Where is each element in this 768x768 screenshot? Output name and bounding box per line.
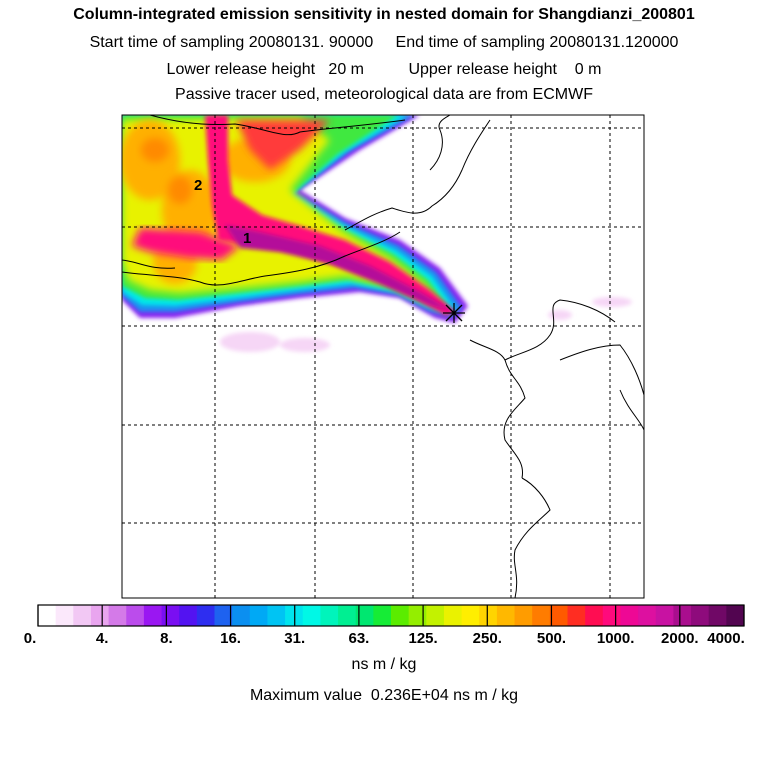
cluster-label-2: 2 bbox=[194, 177, 203, 194]
lower-release-height: Lower release height 20 m bbox=[166, 61, 364, 78]
colorbar-swatch bbox=[461, 605, 480, 626]
colorbar-tick-label: 250. bbox=[472, 630, 502, 647]
colorbar-swatch bbox=[38, 605, 57, 626]
colorbar-swatch bbox=[391, 605, 410, 626]
colorbar-swatch bbox=[638, 605, 657, 626]
colorbar-swatch bbox=[179, 605, 198, 626]
colorbar-tick-label: 63. bbox=[348, 630, 370, 647]
colorbar-swatch bbox=[108, 605, 127, 626]
colorbar-swatch bbox=[143, 605, 163, 626]
colorbar-tick-label: 2000. bbox=[661, 630, 699, 647]
colorbar-swatch bbox=[320, 605, 339, 626]
colorbar-tick-label: 4000. bbox=[707, 630, 745, 647]
colorbar-swatch bbox=[126, 605, 145, 626]
colorbar-swatch bbox=[567, 605, 586, 626]
colorbar-swatch bbox=[214, 605, 233, 626]
star-marker bbox=[443, 303, 465, 323]
colorbar-swatch bbox=[479, 605, 498, 626]
colorbar-border bbox=[37, 604, 745, 627]
colorbar-tick-label: 16. bbox=[220, 630, 241, 647]
colorbar-swatch bbox=[338, 605, 357, 626]
tracer-note: Passive tracer used, meteorological data… bbox=[175, 86, 593, 103]
upper-release-height: Upper release height 0 m bbox=[408, 61, 602, 78]
colorbar-swatch bbox=[673, 605, 692, 626]
colorbar-swatch bbox=[443, 605, 463, 626]
colorbar-swatch bbox=[302, 605, 321, 626]
sensitivity-field bbox=[122, 115, 632, 352]
cluster-label-1: 1 bbox=[243, 230, 252, 247]
colorbar-swatch bbox=[355, 605, 374, 626]
colorbar-swatch bbox=[161, 605, 180, 626]
colorbar-swatch bbox=[585, 605, 604, 626]
colorbar-swatch bbox=[620, 605, 639, 626]
colorbar-swatch bbox=[408, 605, 427, 626]
plot-title: Column-integrated emission sensitivity i… bbox=[73, 6, 695, 23]
sampling-times: Start time of sampling 20080131. 90000 E… bbox=[0, 34, 768, 52]
colorbar-swatch bbox=[373, 605, 392, 626]
map-frame bbox=[121, 114, 645, 599]
colorbar-swatch bbox=[249, 605, 268, 626]
colorbar-tick-label: 500. bbox=[536, 630, 567, 647]
end-time: End time of sampling 20080131.120000 bbox=[395, 34, 679, 51]
colorbar-swatch bbox=[496, 605, 516, 626]
colorbar-tick-label: 4. bbox=[95, 630, 109, 647]
colorbar-tick-label: 125. bbox=[408, 630, 438, 647]
grid-lines bbox=[122, 115, 644, 598]
colorbar-swatch bbox=[708, 605, 727, 626]
colorbar-swatch bbox=[426, 605, 445, 626]
colorbar-swatch bbox=[691, 605, 710, 626]
colorbar-swatch bbox=[73, 605, 92, 626]
colorbar-swatch bbox=[55, 605, 74, 626]
colorbar-swatch bbox=[726, 605, 745, 626]
coastlines bbox=[122, 115, 644, 598]
colorbar-units: ns m / kg bbox=[351, 656, 417, 673]
colorbar-swatch bbox=[532, 605, 551, 626]
colorbar-tick-label: 31. bbox=[284, 630, 306, 647]
colorbar-tick-label: 1000. bbox=[596, 630, 635, 647]
colorbar-swatch bbox=[655, 605, 674, 626]
colorbar-swatch bbox=[232, 605, 251, 626]
colorbar-swatch bbox=[602, 605, 621, 626]
colorbar-swatch bbox=[90, 605, 110, 626]
colorbar-swatch bbox=[267, 605, 286, 626]
colorbar-tick-label: 0. bbox=[23, 630, 37, 647]
start-time: Start time of sampling 20080131. 90000 bbox=[89, 34, 374, 51]
colorbar-tick-label: 8. bbox=[160, 630, 173, 647]
maximum-value: Maximum value 0.236E+04 ns m / kg bbox=[249, 687, 519, 704]
release-heights: Lower release height 20 m Upper release … bbox=[0, 61, 768, 79]
colorbar-swatch bbox=[196, 605, 215, 626]
colorbar-swatch bbox=[549, 605, 568, 626]
colorbar-swatch bbox=[514, 605, 533, 626]
